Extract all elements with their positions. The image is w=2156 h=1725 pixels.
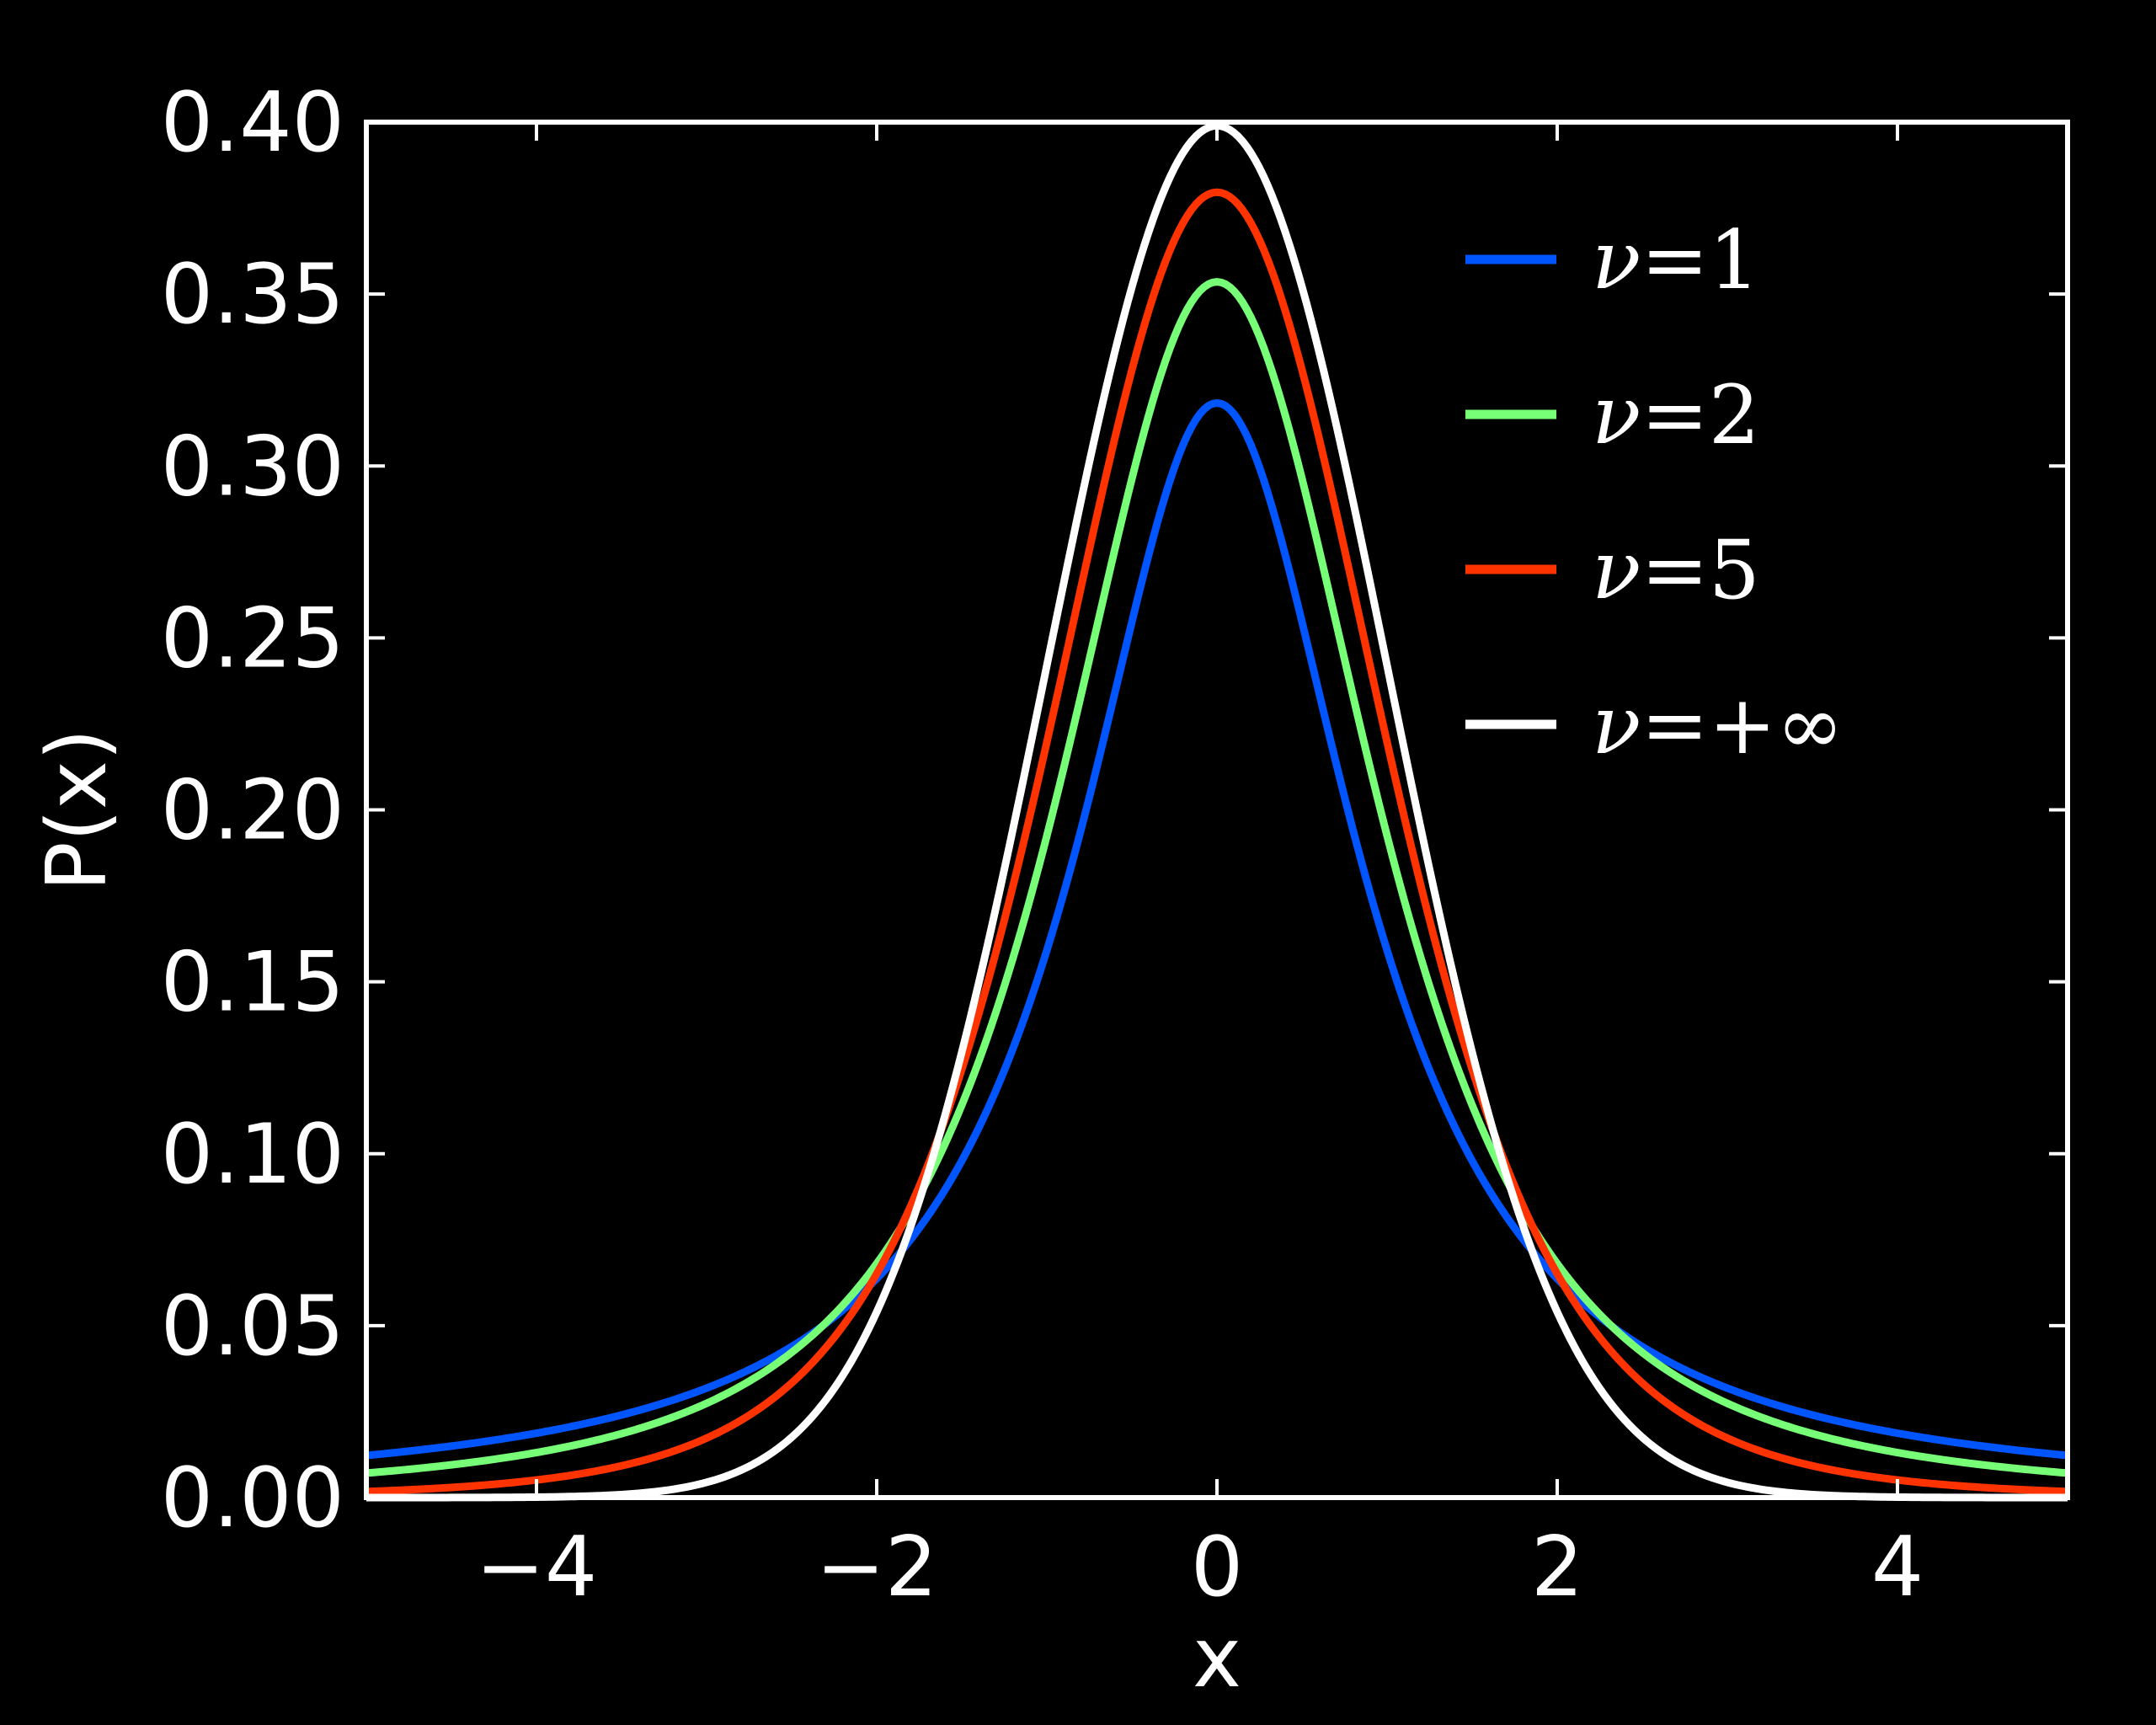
y-tick-label: 0.00 — [161, 1450, 344, 1546]
legend-value: =1 — [1641, 213, 1760, 307]
x-axis-title: x — [1193, 1610, 1241, 1706]
legend-nu-symbol: ν — [1592, 523, 1641, 617]
y-tick-label: 0.20 — [161, 763, 344, 859]
y-tick-label: 0.30 — [161, 419, 344, 515]
legend-value: =5 — [1641, 523, 1760, 617]
series-line-1 — [366, 399, 2068, 1460]
tick-labels: −4 −2 0 2 4 0.00 0.05 0.10 0.15 0.20 0.25 0.30 0.35 0… — [161, 75, 1924, 1616]
y-tick-label: 0.10 — [161, 1107, 344, 1203]
legend-label-2: ν=2 — [1592, 368, 1760, 462]
legend-nu-symbol: ν — [1592, 213, 1641, 307]
x-tick-label: 2 — [1531, 1519, 1583, 1616]
x-tick-label: −2 — [816, 1519, 937, 1616]
x-tick-label: 4 — [1871, 1519, 1924, 1616]
legend-value: =+∞ — [1641, 678, 1844, 772]
series-line-3 — [366, 188, 2068, 1496]
series-line-2 — [366, 278, 2068, 1477]
y-tick-label: 0.15 — [161, 935, 344, 1031]
x-tick-label: −4 — [476, 1519, 597, 1616]
y-tick-label: 0.05 — [161, 1279, 344, 1375]
y-tick-label: 0.25 — [161, 590, 344, 686]
legend-label-1: ν=1 — [1592, 213, 1760, 307]
legend-label-3: ν=5 — [1592, 523, 1760, 617]
legend-value: =2 — [1641, 368, 1760, 462]
legend-label-4: ν=+∞ — [1592, 678, 1844, 772]
legend-nu-symbol: ν — [1592, 678, 1641, 772]
legend-nu-symbol: ν — [1592, 368, 1641, 462]
y-tick-label: 0.40 — [161, 75, 344, 171]
x-tick-label: 0 — [1191, 1519, 1243, 1616]
y-axis-title: P(x) — [29, 729, 125, 892]
y-tick-label: 0.35 — [161, 247, 344, 343]
axis-ticks — [366, 120, 2068, 1499]
legend: ν=1ν=2ν=5ν=+∞ — [1465, 213, 1844, 772]
